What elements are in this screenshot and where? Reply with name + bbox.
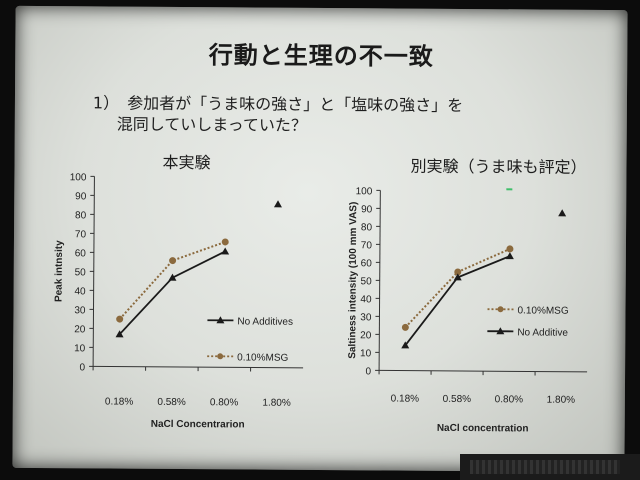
data-point-triangle: [273, 200, 282, 208]
y-tick-label: 80: [361, 222, 373, 233]
y-axis-label: Peak intnsity: [54, 240, 65, 302]
x-tick-label: 1.80%: [547, 395, 576, 406]
legend-marker-triangle: [216, 316, 225, 324]
data-point-triangle: [401, 341, 410, 349]
legend-marker-circle: [497, 306, 504, 313]
x-tick-label: 1.80%: [262, 398, 291, 409]
y-tick-label: 100: [356, 186, 373, 197]
x-tick-label: 0.58%: [157, 397, 186, 408]
x-tick-label: 0.18%: [105, 397, 134, 408]
series-line: [118, 240, 226, 320]
legend-marker-circle: [217, 353, 224, 360]
y-axis-label: Saltiness intensity (100 mm VAS): [347, 202, 359, 359]
y-tick-label: 0: [365, 366, 371, 377]
data-point-circle: [454, 268, 462, 276]
data-point-triangle: [221, 247, 230, 255]
projector-shadow: [460, 454, 640, 480]
x-axis-label: NaCl concentration: [437, 423, 529, 435]
legend-label: No Additives: [237, 316, 293, 327]
y-tick-label: 100: [70, 172, 87, 183]
y-tick-label: 50: [75, 267, 87, 278]
y-tick-label: 40: [360, 294, 372, 305]
legend-label: No Additive: [517, 327, 568, 338]
y-tick-label: 20: [74, 324, 86, 335]
legend-label: 0.10%MSG: [237, 352, 288, 363]
y-tick-label: 30: [360, 312, 372, 323]
x-tick-label: 0.80%: [210, 397, 239, 408]
green-speck: [506, 188, 513, 191]
presentation-slide: 行動と生理の不一致 1） 参加者が「うま味の強さ」と「塩味の強さ」を 混同していし…: [12, 5, 628, 473]
data-point-triangle: [115, 330, 124, 338]
y-tick-label: 70: [75, 229, 87, 240]
data-point-circle: [401, 323, 409, 331]
y-tick-label: 90: [75, 191, 87, 202]
data-point-circle: [169, 257, 177, 265]
y-tick-label: 60: [75, 248, 87, 259]
x-tick-label: 0.18%: [391, 393, 420, 404]
data-point-circle: [116, 315, 124, 323]
data-point-circle: [221, 238, 229, 246]
x-tick-label: 0.58%: [443, 394, 472, 405]
y-tick-label: 0: [79, 362, 85, 373]
y-tick-label: 10: [74, 343, 86, 354]
y-tick-label: 30: [74, 305, 86, 316]
y-tick-label: 60: [361, 258, 373, 269]
legend-label: 0.10%MSG: [517, 305, 568, 316]
data-point-triangle: [558, 209, 567, 217]
data-point-circle: [506, 245, 514, 253]
y-tick-label: 90: [361, 204, 373, 215]
x-tick-label: 0.80%: [495, 394, 524, 405]
y-tick-label: 20: [360, 330, 372, 341]
y-tick-label: 70: [361, 240, 373, 251]
data-point-triangle: [505, 252, 514, 260]
y-tick-label: 80: [75, 210, 87, 221]
legend-marker-triangle: [496, 327, 505, 335]
data-point-triangle: [453, 273, 462, 281]
series-line: [404, 248, 511, 329]
y-tick-label: 40: [74, 286, 86, 297]
y-tick-label: 10: [360, 348, 372, 359]
data-point-triangle: [168, 273, 177, 281]
y-tick-label: 50: [361, 276, 373, 287]
x-axis-label: NaCl Concentrarion: [151, 419, 245, 431]
